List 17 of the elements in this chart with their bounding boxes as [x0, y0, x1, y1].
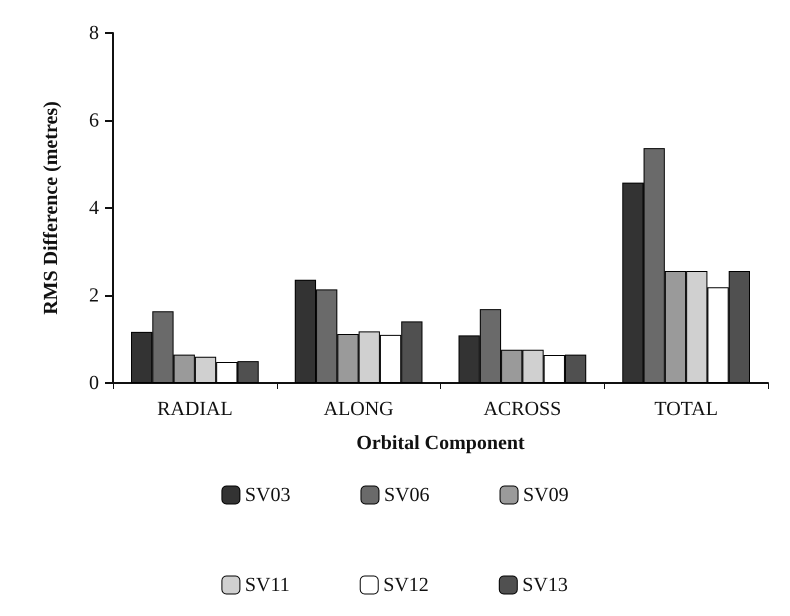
legend-label: SV09	[523, 484, 569, 506]
y-tick-label: 6	[89, 110, 99, 132]
legend-label: SV12	[383, 574, 429, 596]
legend-label: SV11	[244, 574, 290, 596]
y-tick-label: 8	[89, 22, 99, 44]
x-axis-title: Orbital Component	[356, 432, 526, 454]
legend-label: SV06	[384, 484, 430, 506]
y-tick-label: 2	[89, 284, 99, 306]
x-tick-label: TOTAL	[654, 398, 718, 420]
x-tick-label: ALONG	[324, 398, 394, 420]
legend-label: SV03	[244, 484, 290, 506]
y-tick-label: 0	[89, 372, 99, 394]
legend-label: SV13	[522, 574, 568, 596]
x-tick-label: ACROSS	[483, 398, 562, 420]
y-tick-label: 4	[89, 197, 99, 219]
y-axis-title: RMS Difference (metres)	[40, 101, 62, 315]
x-tick-label: RADIAL	[157, 398, 233, 420]
